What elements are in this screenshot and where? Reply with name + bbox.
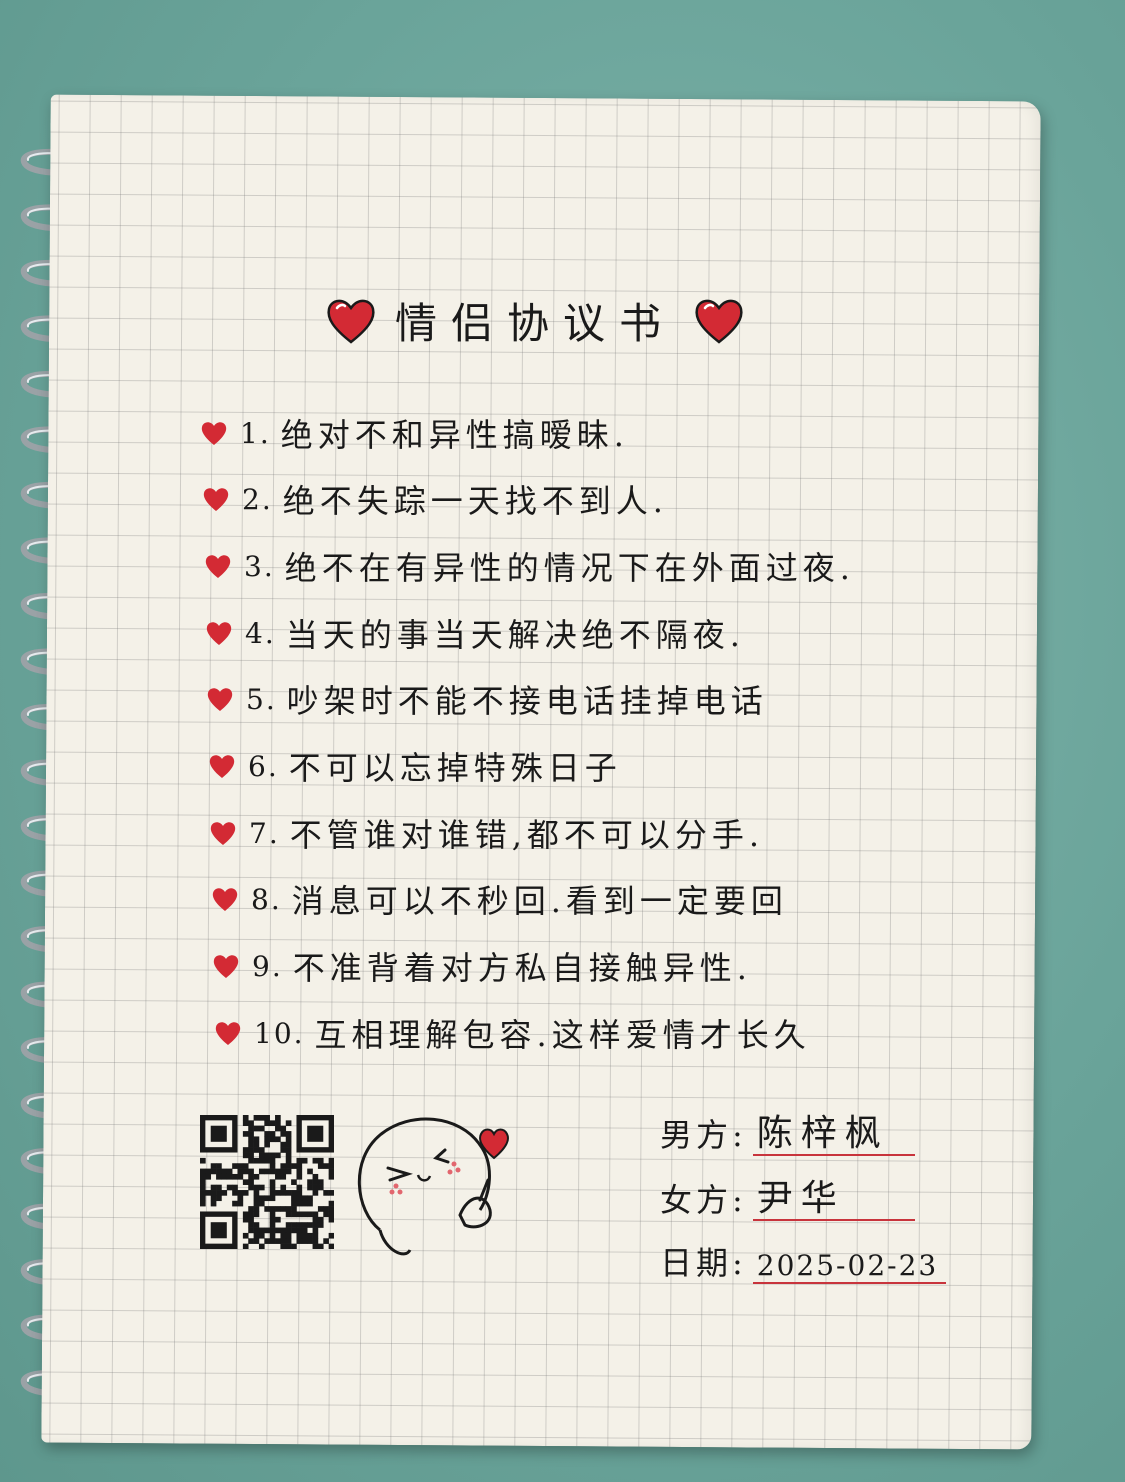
rule-number: 5. [246, 682, 277, 716]
female-signature-row: 女方: 尹华 [660, 1165, 960, 1221]
rule-number: 7. [249, 816, 280, 850]
rule-text: 不可以忘掉特殊日子 [288, 749, 622, 787]
list-item: 4. 当天的事当天解决绝不隔夜. [205, 608, 745, 658]
rule-number: 2. [242, 482, 273, 516]
date-value: 2025-02-23 [752, 1250, 947, 1284]
female-label: 女方: [660, 1181, 747, 1219]
rule-text: 消息可以不秒回.看到一定要回 [291, 882, 788, 920]
rule-text: 当天的事当天解决绝不隔夜. [285, 616, 745, 654]
heart-bullet-icon [215, 1022, 241, 1045]
male-signature-row: 男方: 陈梓枫 [660, 1100, 960, 1156]
rule-number: 10. [254, 1016, 305, 1050]
heart-bullet-icon [205, 555, 231, 578]
rule-text: 不管谁对谁错,都不可以分手. [289, 816, 765, 854]
heart-bullet-icon [212, 888, 238, 911]
rule-number: 4. [245, 616, 276, 650]
rule-number: 3. [244, 549, 275, 583]
rule-number: 8. [251, 882, 282, 916]
male-name: 陈梓枫 [752, 1114, 915, 1156]
list-item: 6. 不可以忘掉特殊日子 [208, 741, 622, 791]
rule-text: 绝不失踪一天找不到人. [282, 482, 668, 520]
rule-number: 1. [240, 416, 271, 450]
list-item: 3. 绝不在有异性的情况下在外面过夜. [204, 541, 855, 591]
list-item: 1. 绝对不和异性搞暧昧. [200, 408, 629, 458]
rule-number: 6. [248, 749, 279, 783]
list-item: 7. 不管谁对谁错,都不可以分手. [209, 808, 764, 858]
cartoon-face-drawing [357, 1117, 509, 1256]
heart-bullet-icon [209, 755, 235, 778]
list-item: 8. 消息可以不秒回.看到一定要回 [211, 874, 788, 924]
rule-number: 9. [252, 949, 283, 983]
title-row: 情侣协议书 [300, 285, 770, 355]
rule-text: 不准背着对方私自接触异性. [292, 949, 752, 987]
heart-bullet-icon [207, 688, 233, 711]
list-item: 2. 绝不失踪一天找不到人. [202, 474, 668, 524]
rule-text: 绝对不和异性搞暧昧. [280, 416, 629, 454]
heart-bullet-icon [203, 488, 229, 511]
heart-bullet-icon [210, 822, 236, 845]
list-item: 9. 不准背着对方私自接触异性. [212, 941, 752, 991]
page-title: 情侣协议书 [394, 298, 675, 348]
rule-text: 吵架时不能不接电话挂掉电话 [286, 682, 768, 720]
heart-bullet-icon [206, 622, 232, 645]
date-label: 日期: [660, 1244, 747, 1282]
qr-code[interactable] [200, 1115, 334, 1249]
heart-bullet-icon [213, 955, 239, 978]
date-row: 日期: 2025-02-23 [660, 1228, 960, 1284]
female-name: 尹华 [752, 1179, 915, 1221]
rule-text: 互相理解包容.这样爱情才长久 [314, 1016, 811, 1054]
male-label: 男方: [660, 1116, 747, 1154]
rule-text: 绝不在有异性的情况下在外面过夜. [284, 549, 855, 587]
list-item: 10. 互相理解包容.这样爱情才长久 [214, 1008, 811, 1058]
heart-bullet-icon [201, 422, 227, 445]
heart-icon [695, 299, 743, 344]
heart-icon [327, 299, 375, 344]
list-item: 5. 吵架时不能不接电话挂掉电话 [206, 674, 768, 724]
